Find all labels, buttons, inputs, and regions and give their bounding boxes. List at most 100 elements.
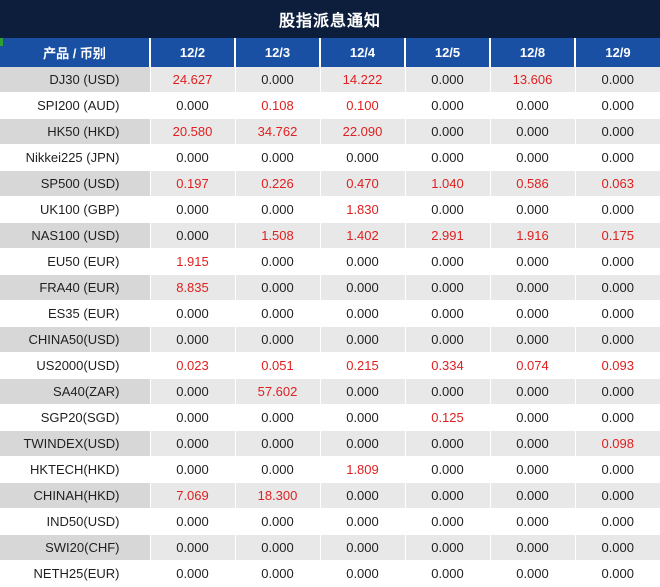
value-cell: 0.000 <box>405 248 491 275</box>
table-row: IND50(USD) 0.000 0.000 0.000 0.000 0.000 0.000 <box>0 508 660 535</box>
product-cell: FRA40 (EUR) <box>0 274 151 301</box>
value-cell: 0.000 <box>150 534 236 561</box>
value-cell: 8.835 <box>150 274 236 301</box>
value-cell: 0.000 <box>320 378 406 405</box>
value-cell: 0.000 <box>575 482 660 509</box>
value-cell: 0.000 <box>320 430 406 457</box>
date-column-header: 12/9 <box>575 38 660 67</box>
value-cell: 0.000 <box>235 300 321 327</box>
value-cell: 0.000 <box>490 144 576 171</box>
value-cell: 0.000 <box>490 196 576 223</box>
value-cell: 0.000 <box>150 196 236 223</box>
product-cell: US2000(USD) <box>0 352 151 379</box>
product-cell: NETH25(EUR) <box>0 560 151 587</box>
product-cell: IND50(USD) <box>0 508 151 535</box>
value-cell: 0.000 <box>490 326 576 353</box>
date-column-header: 12/5 <box>405 38 491 67</box>
value-cell: 0.000 <box>575 404 660 431</box>
value-cell: 0.000 <box>150 92 236 119</box>
value-cell: 0.000 <box>575 274 660 301</box>
value-cell: 0.334 <box>405 352 491 379</box>
value-cell: 0.000 <box>320 560 406 587</box>
product-cell: SA40(ZAR) <box>0 378 151 405</box>
value-cell: 1.040 <box>405 170 491 197</box>
value-cell: 0.000 <box>150 456 236 483</box>
product-cell: SWI20(CHF) <box>0 534 151 561</box>
table-row: CHINA50(USD) 0.000 0.000 0.000 0.000 0.000 0.0… <box>0 326 660 353</box>
value-cell: 0.000 <box>405 430 491 457</box>
value-cell: 0.000 <box>235 560 321 587</box>
value-cell: 0.197 <box>150 170 236 197</box>
table-row: SGP20(SGD) 0.000 0.000 0.000 0.125 0.000 0.000 <box>0 404 660 431</box>
value-cell: 0.000 <box>575 378 660 405</box>
product-cell: HKTECH(HKD) <box>0 456 151 483</box>
value-cell: 0.000 <box>490 248 576 275</box>
date-column-header: 12/2 <box>150 38 236 67</box>
value-cell: 1.830 <box>320 196 406 223</box>
value-cell: 0.000 <box>490 378 576 405</box>
value-cell: 0.000 <box>235 144 321 171</box>
value-cell: 0.125 <box>405 404 491 431</box>
value-cell: 7.069 <box>150 482 236 509</box>
value-cell: 0.000 <box>150 222 236 249</box>
value-cell: 57.602 <box>235 378 321 405</box>
value-cell: 0.000 <box>235 430 321 457</box>
value-cell: 22.090 <box>320 118 406 145</box>
value-cell: 0.000 <box>575 92 660 119</box>
header-row: 产品 / 币别 12/2 12/3 12/4 12/5 12/8 12/9 <box>0 38 660 67</box>
value-cell: 0.000 <box>150 378 236 405</box>
value-cell: 1.402 <box>320 222 406 249</box>
table-body: DJ30 (USD) 24.627 0.000 14.222 0.000 13.606 0.… <box>0 67 660 587</box>
value-cell: 0.000 <box>320 274 406 301</box>
value-cell: 0.000 <box>235 326 321 353</box>
value-cell: 0.000 <box>490 456 576 483</box>
value-cell: 0.000 <box>405 456 491 483</box>
value-cell: 20.580 <box>150 118 236 145</box>
date-column-header: 12/4 <box>320 38 406 67</box>
value-cell: 0.000 <box>150 144 236 171</box>
value-cell: 0.000 <box>575 196 660 223</box>
value-cell: 0.000 <box>150 508 236 535</box>
value-cell: 0.000 <box>575 144 660 171</box>
value-cell: 2.991 <box>405 222 491 249</box>
value-cell: 0.098 <box>575 430 660 457</box>
table-row: NAS100 (USD) 0.000 1.508 1.402 2.991 1.916 0.1… <box>0 222 660 249</box>
value-cell: 0.000 <box>490 404 576 431</box>
value-cell: 0.000 <box>405 144 491 171</box>
product-cell: CHINA50(USD) <box>0 326 151 353</box>
table-row: SP500 (USD) 0.197 0.226 0.470 1.040 0.586 0.06… <box>0 170 660 197</box>
value-cell: 0.000 <box>575 67 660 93</box>
value-cell: 0.051 <box>235 352 321 379</box>
product-cell: HK50 (HKD) <box>0 118 151 145</box>
date-column-header: 12/3 <box>235 38 321 67</box>
value-cell: 0.000 <box>490 482 576 509</box>
value-cell: 0.074 <box>490 352 576 379</box>
value-cell: 13.606 <box>490 67 576 93</box>
product-cell: EU50 (EUR) <box>0 248 151 275</box>
value-cell: 0.000 <box>490 274 576 301</box>
table-row: NETH25(EUR) 0.000 0.000 0.000 0.000 0.000 0.00… <box>0 560 660 587</box>
value-cell: 0.586 <box>490 170 576 197</box>
value-cell: 0.000 <box>405 300 491 327</box>
value-cell: 0.063 <box>575 170 660 197</box>
value-cell: 0.093 <box>575 352 660 379</box>
value-cell: 0.000 <box>490 534 576 561</box>
value-cell: 0.000 <box>320 508 406 535</box>
value-cell: 0.108 <box>235 92 321 119</box>
value-cell: 0.000 <box>575 456 660 483</box>
value-cell: 0.000 <box>405 534 491 561</box>
table-row: SWI20(CHF) 0.000 0.000 0.000 0.000 0.000 0.000 <box>0 534 660 561</box>
value-cell: 0.000 <box>405 482 491 509</box>
table-row: SA40(ZAR) 0.000 57.602 0.000 0.000 0.000 0.000 <box>0 378 660 405</box>
value-cell: 0.023 <box>150 352 236 379</box>
table-row: HKTECH(HKD) 0.000 0.000 1.809 0.000 0.000 0.00… <box>0 456 660 483</box>
value-cell: 24.627 <box>150 67 236 93</box>
green-corner-indicator <box>0 38 3 46</box>
value-cell: 0.000 <box>405 67 491 93</box>
value-cell: 0.000 <box>150 326 236 353</box>
value-cell: 0.000 <box>405 118 491 145</box>
table-row: SPI200 (AUD) 0.000 0.108 0.100 0.000 0.000 0.0… <box>0 92 660 119</box>
value-cell: 0.215 <box>320 352 406 379</box>
value-cell: 0.000 <box>490 560 576 587</box>
